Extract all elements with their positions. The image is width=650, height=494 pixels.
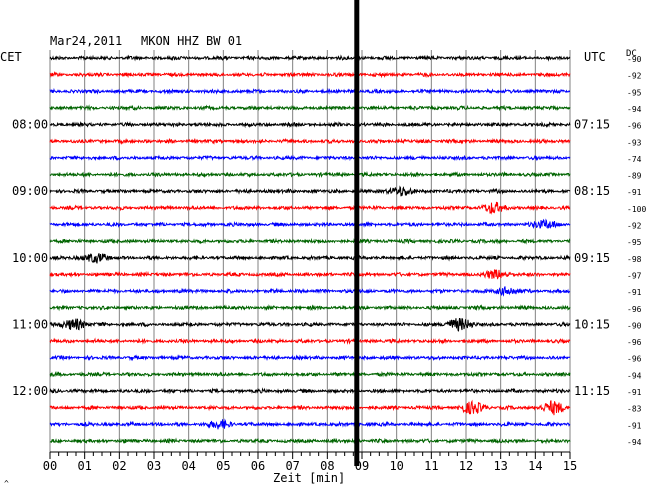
trace-8: [49, 185, 571, 197]
left-time-label: 10:00: [12, 251, 48, 265]
trace-16: [49, 317, 571, 332]
trace-15: [49, 304, 571, 312]
x-tick-label: 13: [493, 459, 507, 473]
x-tick-label: 14: [528, 459, 542, 473]
trace-20: [49, 387, 571, 395]
dc-offset-label: -91: [627, 188, 642, 197]
right-timezone-label: UTC: [584, 50, 606, 64]
dc-label: DC: [626, 49, 637, 59]
right-time-label: 09:15: [574, 251, 610, 265]
right-time-label: 10:15: [574, 317, 610, 331]
x-tick-label: 04: [181, 459, 195, 473]
x-tick-label: 05: [216, 459, 230, 473]
trace-22: [49, 418, 571, 430]
trace-9: [49, 201, 571, 215]
right-time-label: 08:15: [574, 184, 610, 198]
dc-offset-label: -92: [627, 72, 642, 81]
trace-13: [49, 269, 571, 280]
time-marker-layer: [354, 0, 360, 466]
time-labels: 08:00 09:00 10:00 11:00 12:00 07:15 08:15 09:15…: [12, 118, 610, 398]
x-axis: 00 01 02 03 04 05 06 07 08 09 10 11 12 13 14 15: [43, 451, 577, 473]
trace-5: [49, 137, 571, 145]
right-time-label: 07:15: [574, 118, 610, 132]
dc-offset-label: -96: [627, 305, 642, 314]
left-timezone-label: CET: [0, 50, 22, 64]
x-tick-label: 00: [43, 459, 57, 473]
dc-offset-label: -91: [627, 421, 642, 430]
dc-offset-label: -93: [627, 138, 642, 147]
trace-10: [49, 218, 571, 230]
trace-6: [49, 154, 571, 162]
dc-offset-label: -94: [627, 371, 642, 380]
dc-offset-label: -95: [627, 88, 642, 97]
trace-14: [49, 286, 571, 297]
x-tick-label: 12: [459, 459, 473, 473]
dc-offset-label: -91: [627, 388, 642, 397]
x-tick-label: 02: [112, 459, 126, 473]
dc-offset-label: -74: [627, 155, 642, 164]
right-time-label: 11:15: [574, 384, 610, 398]
dc-offset-label: -98: [627, 255, 642, 264]
dc-offset-label: -100: [627, 205, 646, 214]
dc-offset-label: -92: [627, 222, 642, 231]
dc-offset-label: -91: [627, 288, 642, 297]
trace-19: [49, 370, 571, 378]
trace-7: [49, 170, 571, 179]
trace-18: [49, 354, 571, 362]
dc-offset-label: -94: [627, 438, 642, 447]
left-time-label: 11:00: [12, 317, 48, 331]
dc-offset-label: -96: [627, 355, 642, 364]
trace-3: [49, 104, 571, 112]
x-tick-label: 03: [147, 459, 161, 473]
trace-4: [49, 121, 571, 129]
trace-21: [49, 399, 571, 416]
x-tick-label: 07: [285, 459, 299, 473]
x-tick-label: 08: [320, 459, 334, 473]
header-date: Mar24,2011: [50, 34, 122, 48]
traces-group: -90 -92 -95 -94 -96 -93 -74 -89 -91 -100 -92 -95 -98…: [49, 54, 646, 447]
trace-23: [49, 437, 571, 445]
dc-offset-label: -95: [627, 238, 642, 247]
corner-mark: ^: [4, 479, 9, 488]
vertical-grid: [49, 50, 571, 452]
x-tick-label: 06: [251, 459, 265, 473]
dc-offset-label: -94: [627, 105, 642, 114]
left-time-label: 12:00: [12, 384, 48, 398]
x-tick-label: 11: [424, 459, 438, 473]
trace-17: [49, 337, 571, 345]
left-time-label: 09:00: [12, 184, 48, 198]
time-marker-bar: [354, 0, 360, 466]
header-station: MKON HHZ BW 01: [141, 34, 242, 48]
dc-offset-label: -90: [627, 55, 642, 64]
x-tick-label: 01: [77, 459, 91, 473]
x-tick-label: 10: [389, 459, 403, 473]
dc-offset-label: -96: [627, 338, 642, 347]
dc-offset-label: -83: [627, 405, 642, 414]
trace-12: [49, 253, 571, 264]
left-time-label: 08:00: [12, 118, 48, 132]
dc-offset-label: -89: [627, 172, 642, 181]
dc-offset-label: -96: [627, 122, 642, 131]
x-tick-label: 15: [563, 459, 577, 473]
dc-offset-label: -97: [627, 271, 642, 280]
trace-2: [49, 87, 571, 95]
x-axis-label: Zeit [min]: [273, 471, 345, 485]
trace-11: [49, 237, 571, 245]
trace-1: [49, 71, 571, 79]
trace-0: [49, 54, 571, 62]
dc-offset-label: -90: [627, 321, 642, 330]
